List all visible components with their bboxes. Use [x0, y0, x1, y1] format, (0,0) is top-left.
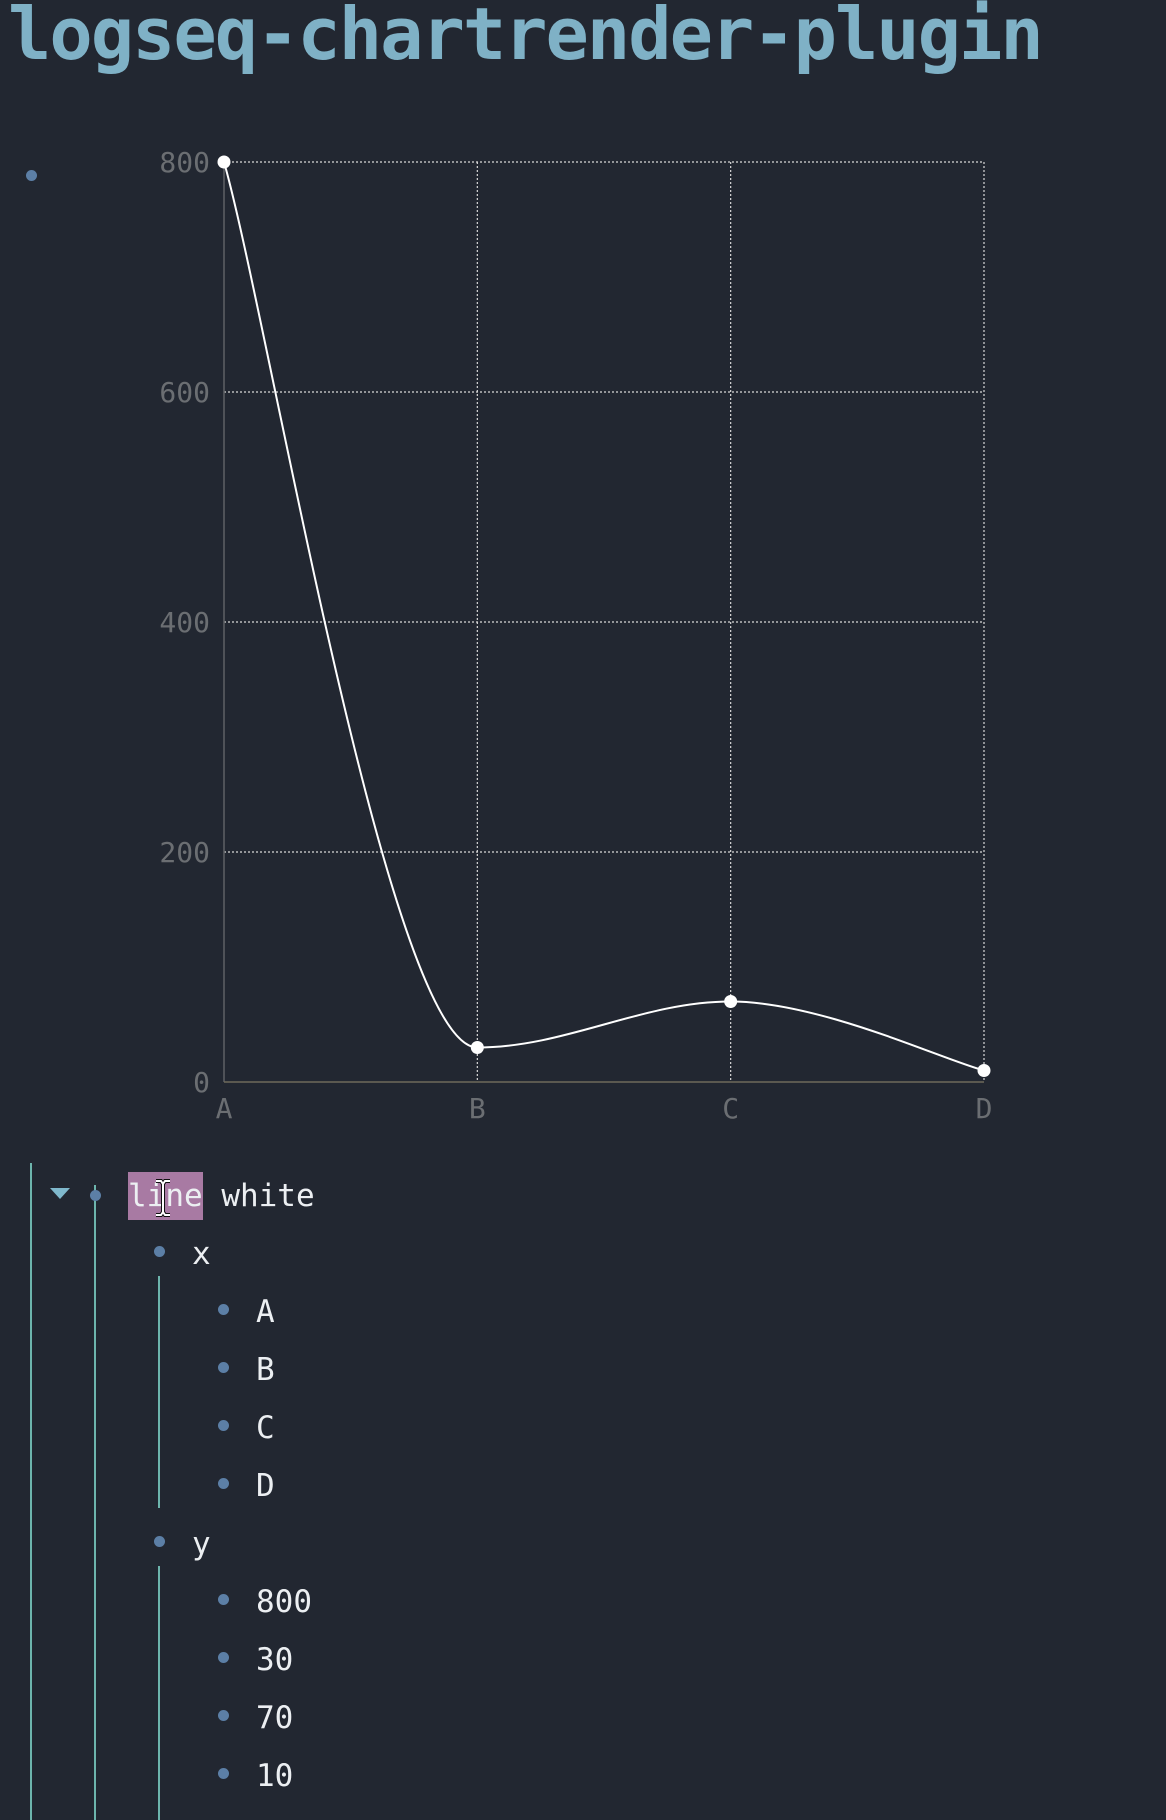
- series-line: [223, 161, 985, 1072]
- x-item-b-bullet-icon[interactable]: [218, 1362, 229, 1373]
- x-item-d[interactable]: D: [256, 1468, 275, 1504]
- x-bullet-icon[interactable]: [154, 1246, 165, 1257]
- command-rest: white: [202, 1178, 315, 1214]
- data-point-c: [724, 995, 738, 1008]
- text-cursor-icon: [156, 1179, 170, 1217]
- x-item-a-bullet-icon[interactable]: [218, 1304, 229, 1315]
- y-item-3-bullet-icon[interactable]: [218, 1710, 229, 1721]
- page-title[interactable]: logseq-chartrender-plugin: [8, 0, 1044, 76]
- x-tick-label: B: [469, 1092, 486, 1125]
- y-item-2[interactable]: 30: [256, 1642, 294, 1678]
- y-label[interactable]: y: [192, 1526, 211, 1562]
- x-tick-label: C: [722, 1092, 739, 1125]
- y-item-1[interactable]: 800: [256, 1584, 312, 1620]
- y-bullet-icon[interactable]: [154, 1536, 165, 1547]
- data-point-b: [470, 1041, 484, 1054]
- y-item-2-bullet-icon[interactable]: [218, 1652, 229, 1663]
- outline-guide-line: [30, 1163, 32, 1820]
- data-point-a: [217, 155, 231, 169]
- x-item-c[interactable]: C: [256, 1410, 275, 1446]
- y-item-4-bullet-icon[interactable]: [218, 1768, 229, 1779]
- chart-block-bullet-icon[interactable]: [26, 170, 37, 181]
- x-label[interactable]: x: [192, 1236, 211, 1272]
- y-children-guide-line: [158, 1566, 160, 1820]
- y-tick-label: 200: [159, 836, 210, 869]
- block-bullet-icon[interactable]: [90, 1190, 101, 1201]
- x-item-c-bullet-icon[interactable]: [218, 1420, 229, 1431]
- x-tick-label: D: [976, 1092, 993, 1125]
- y-tick-label: 800: [159, 146, 210, 179]
- x-item-b[interactable]: B: [256, 1352, 275, 1388]
- x-item-d-bullet-icon[interactable]: [218, 1478, 229, 1489]
- x-item-a[interactable]: A: [256, 1294, 275, 1330]
- chart-grid: [224, 161, 985, 1082]
- chart-points: [217, 155, 991, 1077]
- y-tick-label: 0: [193, 1066, 210, 1099]
- children-guide-line: [94, 1185, 96, 1820]
- data-point-d: [977, 1064, 991, 1077]
- y-item-4[interactable]: 10: [256, 1758, 294, 1794]
- chart-tick-labels: 0 200 400 600 800 A B C D: [159, 146, 992, 1125]
- collapse-triangle-icon[interactable]: [50, 1188, 70, 1199]
- y-tick-label: 600: [159, 376, 210, 409]
- chart-axes: [223, 162, 984, 1083]
- y-tick-label: 400: [159, 606, 210, 639]
- line-chart: 0 200 400 600 800 A B C D: [159, 146, 992, 1125]
- y-item-3[interactable]: 70: [256, 1700, 294, 1736]
- x-tick-label: A: [216, 1092, 233, 1125]
- x-children-guide-line: [158, 1276, 160, 1508]
- y-item-1-bullet-icon[interactable]: [218, 1594, 229, 1605]
